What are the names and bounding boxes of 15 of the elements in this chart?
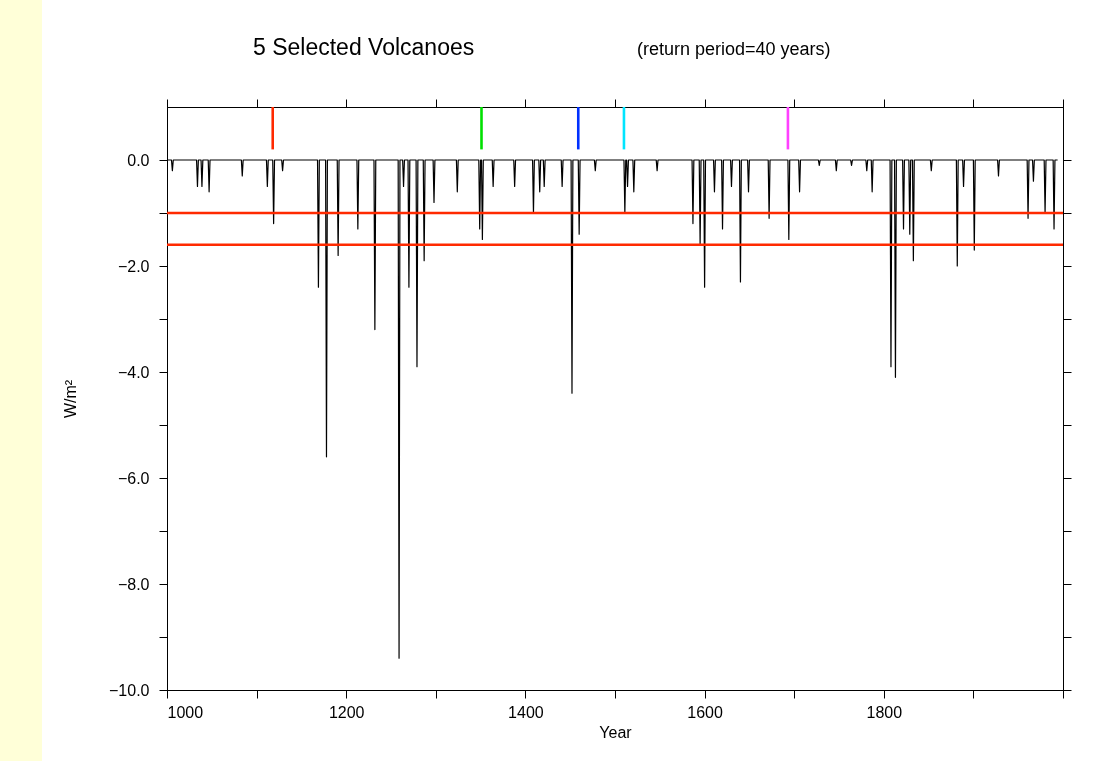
chart-subtitle: (return period=40 years) <box>637 39 831 59</box>
x-axis-title: Year <box>599 723 633 741</box>
x-tick-label: 1200 <box>328 703 365 721</box>
y-tick-label: −2.0 <box>117 257 150 275</box>
y-tick-label: 0.0 <box>127 151 150 169</box>
y-tick-label: −10.0 <box>109 681 150 699</box>
x-tick-label: 1000 <box>167 703 204 721</box>
y-tick-label: −8.0 <box>117 575 150 593</box>
y-axis-title: W/m² <box>62 379 80 419</box>
chart-title: 5 Selected Volcanoes <box>253 34 475 60</box>
x-tick-label: 1400 <box>508 703 544 721</box>
y-tick-label: −6.0 <box>117 469 150 487</box>
y-tick-label: −4.0 <box>117 363 150 381</box>
x-tick-label: 1600 <box>687 703 723 721</box>
x-tick-label: 1800 <box>866 703 903 721</box>
